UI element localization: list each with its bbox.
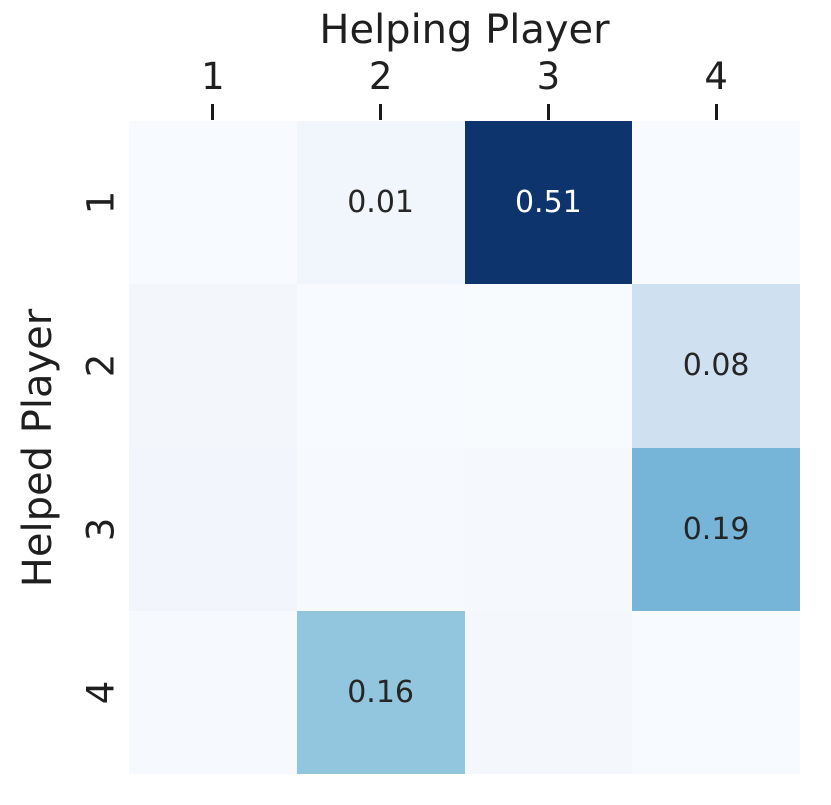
y-tick-label-text-2: 2	[79, 354, 123, 378]
heatmap-cell-r4c2: 0.16	[296, 610, 465, 774]
x-tick-label-4: 4	[704, 54, 728, 98]
heatmap-cell-r1c3: 0.51	[464, 121, 633, 285]
x-tick-labels: 1 2 3 4	[129, 54, 800, 98]
x-tick-mark-2	[379, 104, 383, 120]
x-tick-mark-3	[546, 104, 550, 120]
x-tick-mark-wrap-1	[129, 104, 297, 120]
x-tick-mark-wrap-3	[465, 104, 633, 120]
heatmap-cell-r4c1	[129, 610, 297, 774]
heatmap-cell-r1c4	[632, 121, 800, 285]
y-axis-label-wrap: Helped Player	[14, 121, 62, 774]
cell-annotation-r2c4: 0.08	[682, 348, 750, 384]
heatmap-cell-r2c2	[296, 284, 465, 448]
heatmap-cell-r3c2	[296, 447, 465, 611]
x-tick-label-1: 1	[201, 54, 225, 98]
heatmap-cell-r4c4	[632, 610, 800, 774]
x-tick-mark-wrap-2	[297, 104, 465, 120]
y-axis-label: Helped Player	[15, 308, 62, 587]
y-tick-label-2: 2	[79, 284, 123, 447]
heatmap-cell-r3c4: 0.19	[632, 447, 800, 611]
cell-annotation-r3c4: 0.19	[682, 511, 750, 547]
x-tick-label-2: 2	[368, 54, 393, 98]
y-tick-label-text-3: 3	[79, 517, 123, 541]
heatmap-cell-r1c2: 0.01	[296, 121, 465, 285]
heatmap-cell-r1c1	[129, 121, 297, 285]
y-tick-label-1: 1	[79, 121, 123, 284]
x-tick-mark-wrap-4	[632, 104, 800, 120]
x-tick-label-3: 3	[536, 54, 561, 98]
x-tick-mark-4	[714, 104, 718, 120]
heatmap-cell-r2c1	[129, 284, 297, 448]
y-tick-label-3: 3	[79, 448, 123, 611]
heatmap-cell-r2c4: 0.08	[632, 284, 800, 448]
x-tick-mark-1	[211, 104, 215, 120]
heatmap-cell-r2c3	[464, 284, 633, 448]
y-tick-labels: 1 2 3 4	[79, 121, 123, 774]
heatmap-cell-r3c3	[464, 447, 633, 611]
heatmap-cell-r4c3	[464, 610, 633, 774]
heatmap-cell-r3c1	[129, 447, 297, 611]
x-axis-label: Helping Player	[319, 7, 610, 53]
heatmap-grid: 0.01 0.51 0.08 0.19 0.16	[129, 121, 800, 774]
x-tick-marks	[129, 104, 800, 120]
cell-annotation-r1c3: 0.51	[514, 185, 582, 221]
y-tick-label-4: 4	[79, 611, 123, 774]
y-tick-label-text-4: 4	[79, 680, 123, 705]
y-tick-label-text-1: 1	[79, 190, 123, 215]
cell-annotation-r1c2: 0.01	[347, 185, 415, 221]
cell-annotation-r4c2: 0.16	[347, 674, 415, 710]
